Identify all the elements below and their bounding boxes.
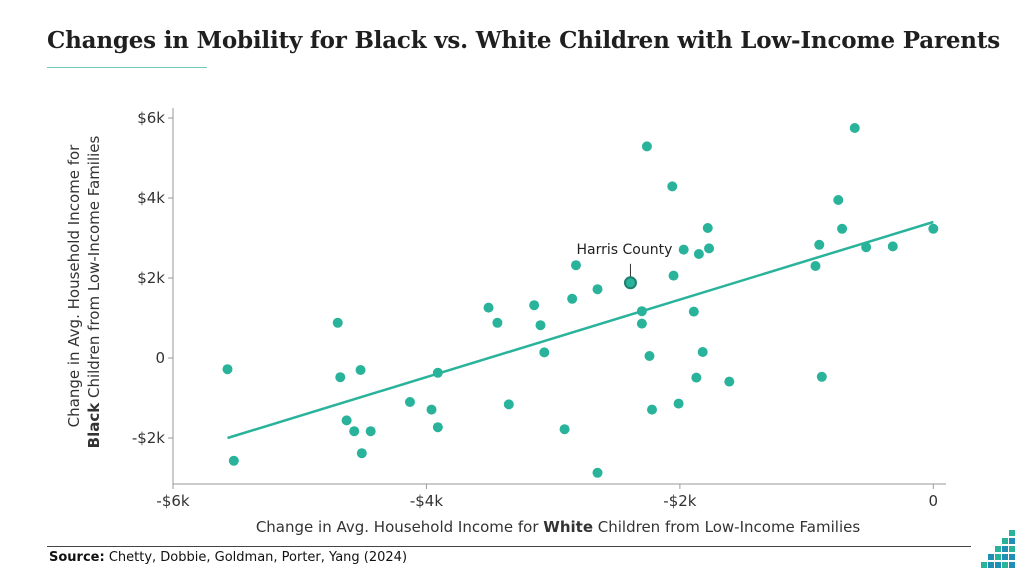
source-note: Source: Chetty, Dobbie, Goldman, Porter,… bbox=[49, 550, 407, 565]
x-tick-label: -$4k bbox=[410, 492, 443, 510]
data-point bbox=[644, 351, 655, 361]
data-point bbox=[814, 239, 825, 250]
data-point bbox=[365, 426, 376, 437]
highlight-group: Harris County bbox=[577, 242, 673, 290]
y-axis-title-bold: Black bbox=[85, 402, 103, 449]
chart-title: Changes in Mobility for Black vs. White … bbox=[47, 27, 1000, 54]
x-axis-title: Change in Avg. Household Income for Whit… bbox=[256, 518, 861, 536]
data-point bbox=[887, 241, 898, 252]
x-tick-label: -$6k bbox=[156, 492, 189, 510]
data-point bbox=[432, 422, 443, 433]
data-point bbox=[849, 123, 860, 133]
y-axis-title: Change in Avg. Household Income for bbox=[65, 144, 83, 428]
data-point bbox=[432, 367, 443, 378]
data-point bbox=[636, 318, 647, 329]
data-point bbox=[592, 284, 603, 295]
data-points bbox=[222, 123, 939, 478]
data-point bbox=[691, 372, 702, 383]
data-point bbox=[228, 455, 239, 466]
data-point bbox=[833, 195, 844, 205]
data-point bbox=[567, 293, 578, 304]
highlight-label: Harris County bbox=[577, 242, 673, 258]
data-point bbox=[724, 376, 735, 387]
scatter-chart: $6k $4k $2k 0 -$2k -$6k -$4k -$2k 0 Harris Coun… bbox=[65, 108, 946, 536]
y-axis-title-line2: Children from Low-Income Families bbox=[85, 135, 103, 402]
data-point bbox=[404, 397, 415, 407]
data-point bbox=[647, 404, 658, 415]
data-point bbox=[688, 306, 699, 317]
data-point bbox=[667, 181, 678, 192]
x-ticks: -$6k -$4k -$2k 0 bbox=[156, 484, 938, 510]
x-axis-title-prefix: Change in Avg. Household Income for bbox=[256, 518, 543, 536]
y-axis-title-2: Black Children from Low-Income Families bbox=[85, 135, 103, 448]
data-point bbox=[816, 371, 827, 382]
brand-logo-icon bbox=[981, 530, 1015, 568]
y-tick-label: 0 bbox=[155, 349, 165, 367]
data-point bbox=[702, 223, 713, 233]
trendline bbox=[227, 220, 934, 440]
data-point bbox=[592, 467, 603, 478]
data-point bbox=[529, 300, 540, 311]
trendline-group bbox=[227, 220, 934, 440]
data-point bbox=[810, 261, 821, 271]
source-label: Source: bbox=[49, 550, 105, 565]
x-tick-label: 0 bbox=[929, 492, 939, 510]
data-point bbox=[332, 317, 343, 328]
y-tick-label: $6k bbox=[137, 109, 165, 127]
source-divider bbox=[47, 546, 971, 547]
data-point bbox=[483, 302, 494, 313]
y-ticks: $6k $4k $2k 0 -$2k bbox=[132, 109, 173, 447]
data-point bbox=[693, 249, 704, 259]
data-point bbox=[535, 320, 546, 331]
data-point bbox=[673, 398, 684, 409]
data-point bbox=[678, 244, 689, 255]
data-point bbox=[341, 415, 352, 426]
data-point bbox=[355, 365, 366, 375]
source-text: Chetty, Dobbie, Goldman, Porter, Yang (2… bbox=[108, 550, 408, 565]
y-tick-label: $4k bbox=[137, 189, 165, 207]
y-tick-label: -$2k bbox=[132, 429, 165, 447]
highlight-point bbox=[623, 276, 637, 290]
data-point bbox=[349, 426, 360, 437]
data-point bbox=[837, 223, 848, 234]
x-tick-label: -$2k bbox=[663, 492, 696, 510]
data-point bbox=[570, 260, 581, 271]
data-point bbox=[222, 364, 233, 375]
data-point bbox=[492, 317, 503, 328]
data-point bbox=[928, 223, 939, 234]
data-point bbox=[636, 306, 647, 317]
data-point bbox=[503, 399, 514, 410]
data-point bbox=[704, 243, 715, 254]
data-point bbox=[426, 404, 437, 415]
y-tick-label: $2k bbox=[137, 269, 165, 287]
axes bbox=[172, 108, 946, 485]
x-axis-title-bold: White bbox=[543, 518, 593, 536]
y-axis-title-line1: Change in Avg. Household Income for bbox=[65, 144, 83, 428]
data-point bbox=[356, 448, 367, 459]
data-point bbox=[559, 424, 570, 435]
data-point bbox=[641, 141, 652, 152]
data-point bbox=[668, 270, 679, 281]
x-axis-title-suffix: Children from Low-Income Families bbox=[593, 518, 860, 536]
title-underline bbox=[47, 67, 207, 68]
data-point bbox=[861, 242, 872, 253]
data-point bbox=[335, 372, 346, 383]
data-point bbox=[539, 347, 550, 358]
data-point bbox=[697, 347, 708, 357]
